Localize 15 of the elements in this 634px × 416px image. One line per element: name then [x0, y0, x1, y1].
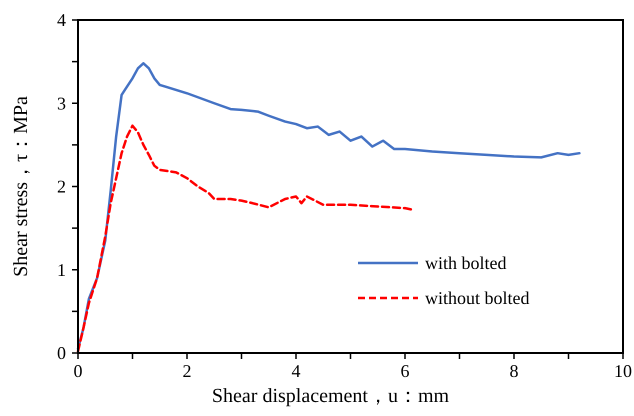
x-tick-label: 8: [510, 361, 518, 381]
y-tick-label: 0: [57, 343, 66, 363]
x-tick-label: 0: [74, 361, 82, 381]
y-tick-label: 2: [57, 176, 66, 196]
legend-label: with bolted: [425, 253, 506, 273]
legend-label: without bolted: [425, 288, 530, 308]
x-tick-label: 6: [400, 361, 410, 381]
x-tick-label: 10: [614, 361, 632, 381]
y-axis-title: Shear stress，τ：MPa: [10, 96, 32, 277]
y-tick-label: 4: [57, 10, 66, 30]
x-tick-label: 4: [292, 361, 300, 381]
y-tick-label: 3: [57, 93, 66, 114]
x-tick-label: 2: [182, 361, 192, 381]
x-axis-title: Shear displacement，u：mm: [212, 385, 450, 407]
y-tick-label: 1: [57, 260, 66, 280]
